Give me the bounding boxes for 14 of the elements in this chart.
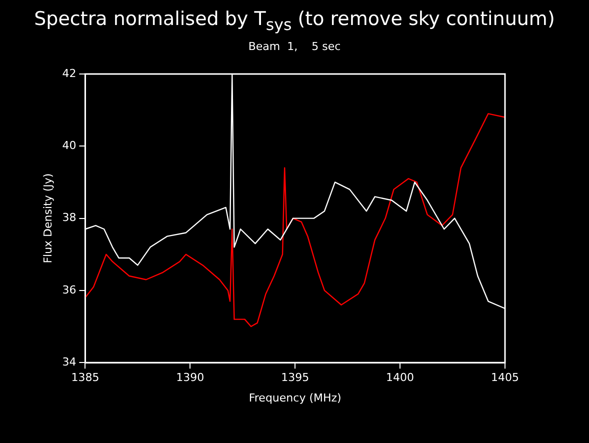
- chart-title: Spectra normalised by T$_{sys}$ (to remove sky continuum): [33, 8, 556, 34]
- y-tick-label: 36: [62, 283, 76, 296]
- y-tick-label: 34: [62, 355, 76, 368]
- y-tick-label: 40: [62, 139, 76, 152]
- x-axis-title: Frequency (MHz): [248, 391, 342, 404]
- x-tick-label: 1405: [491, 371, 519, 384]
- y-tick-label: 42: [62, 66, 76, 80]
- x-tick-label: 1400: [386, 371, 414, 384]
- chart-subtitle: Beam 1, 5 sec: [247, 40, 342, 53]
- y-axis-title: Flux Density (Jy): [41, 173, 54, 264]
- x-tick-label: 1390: [176, 371, 204, 384]
- y-tick-label: 38: [62, 211, 76, 224]
- x-tick-label: 1395: [281, 371, 310, 384]
- x-tick-label: 1385: [71, 371, 100, 384]
